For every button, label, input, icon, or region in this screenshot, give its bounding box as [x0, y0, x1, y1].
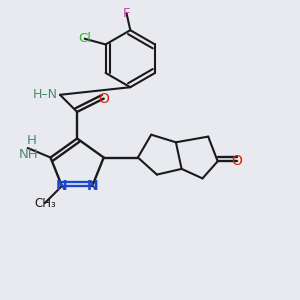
Text: NH: NH — [19, 148, 38, 160]
Text: N: N — [86, 179, 98, 193]
Text: H: H — [27, 134, 37, 146]
Text: CH₃: CH₃ — [34, 196, 56, 210]
Text: Cl: Cl — [78, 32, 91, 45]
Text: O: O — [231, 154, 242, 168]
Text: O: O — [98, 92, 109, 106]
Text: F: F — [123, 7, 130, 20]
Text: N: N — [56, 179, 68, 193]
Text: H–N: H–N — [33, 88, 58, 101]
